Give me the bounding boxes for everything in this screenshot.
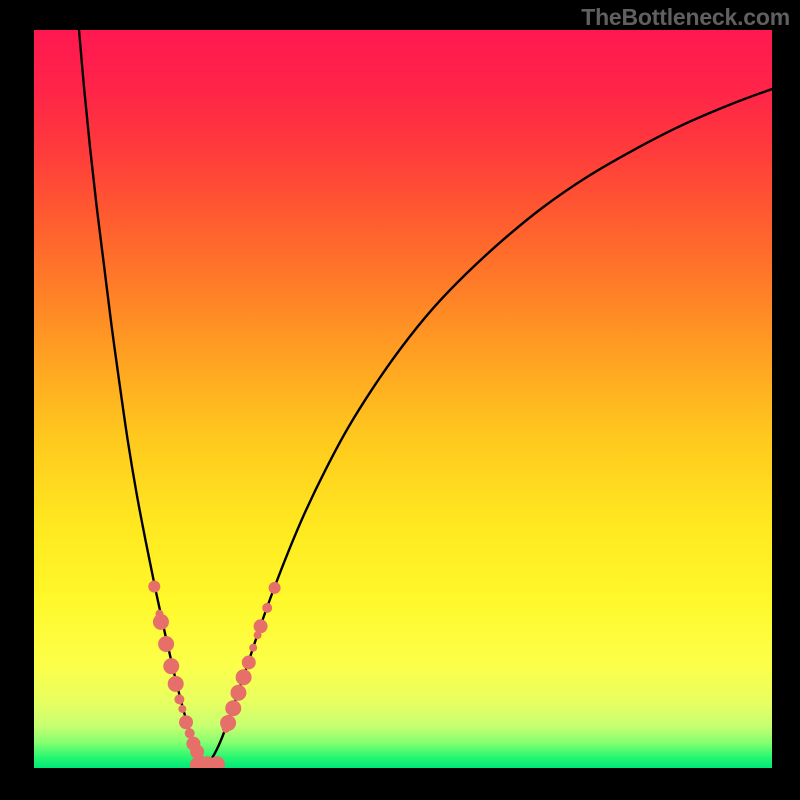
data-marker	[262, 603, 272, 613]
data-marker	[230, 685, 246, 701]
data-marker	[148, 580, 160, 592]
data-marker	[174, 694, 184, 704]
chart-container: TheBottleneck.com	[0, 0, 800, 800]
gradient-background	[34, 30, 772, 768]
data-marker	[178, 705, 186, 713]
data-marker	[153, 614, 169, 630]
data-marker	[168, 676, 184, 692]
data-marker	[179, 715, 193, 729]
data-marker	[249, 644, 257, 652]
data-marker	[242, 655, 256, 669]
data-marker	[220, 715, 236, 731]
bottleneck-chart	[0, 0, 800, 800]
data-marker	[254, 619, 268, 633]
data-marker	[163, 658, 179, 674]
data-marker	[158, 636, 174, 652]
data-marker	[209, 756, 225, 772]
watermark-text: TheBottleneck.com	[581, 4, 790, 31]
data-marker	[269, 582, 281, 594]
data-marker	[236, 669, 252, 685]
data-marker	[225, 700, 241, 716]
